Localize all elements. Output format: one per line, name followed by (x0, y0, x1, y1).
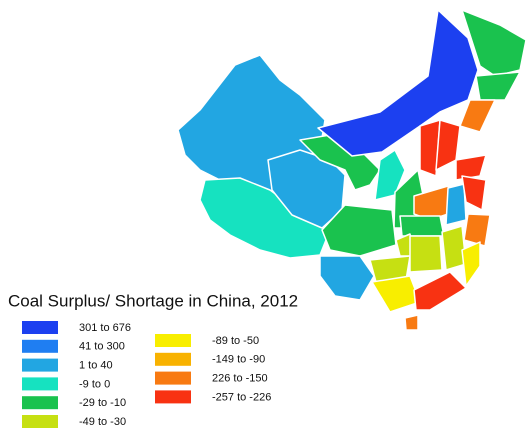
map-title: Coal Surplus/ Shortage in China, 2012 (8, 291, 298, 310)
guangdong (413, 271, 467, 311)
legend: 301 to 676 41 to 300 1 to 40 -9 to 0 -29 to … (22, 321, 271, 428)
legend-swatch (22, 339, 58, 353)
tibet (199, 177, 331, 259)
sichuan (321, 204, 397, 257)
zhejiang (463, 213, 491, 247)
legend-label: -9 to 0 (79, 378, 110, 390)
legend-label: 1 to 40 (79, 360, 113, 372)
hunan (409, 235, 443, 273)
legend-label: -49 to -30 (79, 416, 126, 428)
legend-label: 41 to 300 (79, 341, 125, 353)
legend-swatch (155, 390, 191, 404)
legend-swatch (22, 415, 58, 428)
anhui (445, 183, 467, 226)
shanxi (419, 119, 441, 177)
jilin (475, 71, 521, 101)
guangxi (371, 275, 421, 313)
legend-label: 226 to -150 (212, 373, 268, 385)
jiangxi (441, 225, 467, 271)
legend-label: -149 to -90 (212, 354, 265, 366)
yunnan (319, 255, 375, 301)
henan (413, 185, 455, 221)
legend-swatch (155, 334, 191, 347)
provinces (177, 9, 527, 331)
heilongjiang (461, 9, 527, 77)
jiangsu (461, 175, 487, 211)
legend-swatch (22, 321, 58, 334)
inner-mongolia (317, 9, 479, 157)
legend-swatch (22, 377, 58, 391)
fujian (461, 241, 481, 287)
hainan (404, 314, 419, 331)
liaoning (459, 99, 496, 133)
legend-label: -89 to -50 (212, 335, 259, 347)
ningxia (374, 149, 406, 201)
legend-swatch (155, 371, 191, 385)
legend-swatch (22, 358, 58, 372)
shandong (455, 154, 487, 181)
legend-swatch (155, 352, 191, 366)
legend-label: 301 to 676 (79, 322, 131, 334)
legend-label: -257 to -226 (212, 391, 271, 403)
legend-swatch (22, 396, 58, 410)
legend-label: -29 to -10 (79, 397, 126, 409)
hubei (399, 215, 445, 237)
